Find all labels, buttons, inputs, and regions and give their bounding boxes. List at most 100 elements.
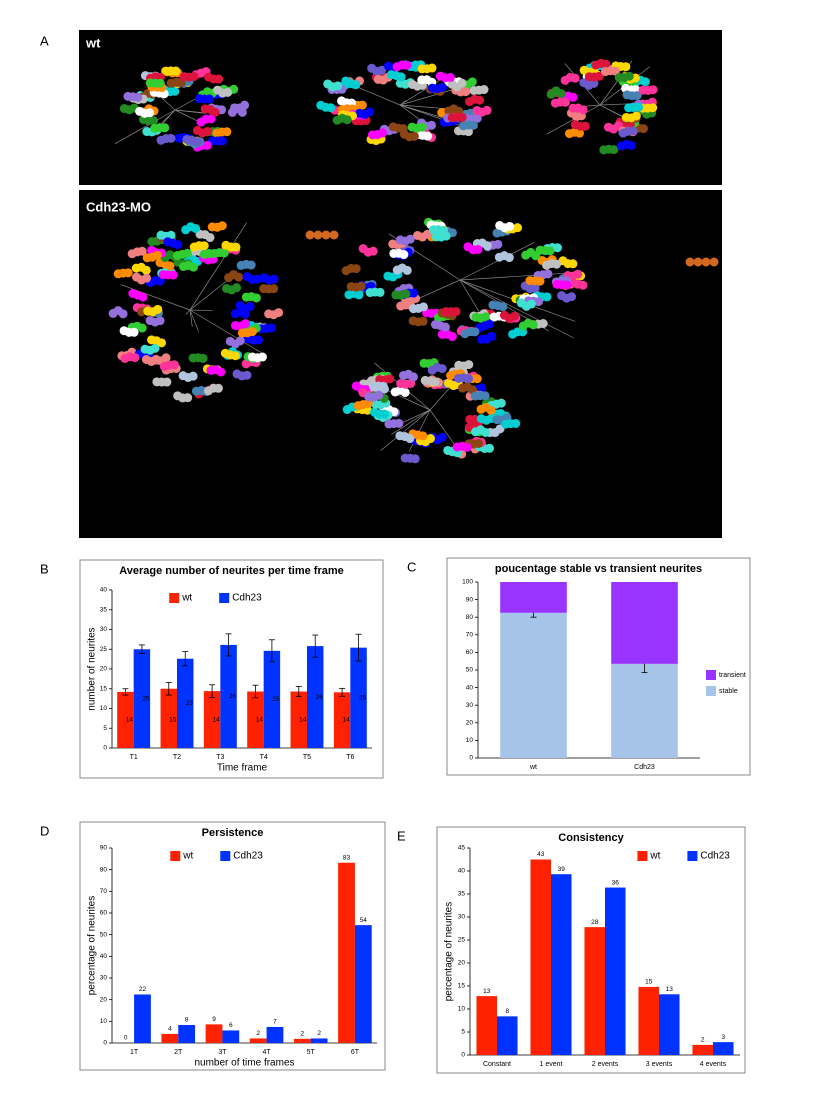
bar — [249, 1038, 267, 1043]
soma-bead — [169, 360, 179, 370]
soma-bead — [430, 377, 440, 387]
y-tick-label: 40 — [100, 953, 108, 960]
soma-bead — [504, 253, 514, 263]
value-label: 23 — [186, 700, 194, 707]
soma-bead — [326, 103, 336, 113]
y-tick-label: 35 — [458, 891, 466, 898]
soma-bead — [580, 121, 590, 131]
soma-bead — [427, 63, 437, 73]
y-tick-label: 90 — [100, 845, 108, 852]
soma-bead — [252, 274, 262, 284]
x-tick-label: Constant — [483, 1061, 511, 1068]
soma-bead — [528, 320, 538, 330]
x-tick-label: 3T — [218, 1049, 227, 1056]
soma-bead — [526, 299, 536, 309]
legend-label: stable — [719, 688, 738, 695]
soma-bead — [418, 431, 428, 441]
x-tick-label: T1 — [130, 754, 138, 761]
soma-bead — [321, 230, 331, 240]
soma-bead — [380, 409, 390, 419]
soma-bead — [609, 145, 619, 155]
y-tick-label: 25 — [100, 646, 108, 653]
value-label: 0 — [124, 1035, 128, 1042]
soma-bead — [457, 78, 467, 88]
soma-bead — [402, 60, 412, 70]
soma-bead — [631, 111, 641, 121]
legend-swatch — [170, 851, 181, 861]
chart-title: Average number of neurites per time fram… — [119, 565, 344, 577]
y-axis-label: number of neurites — [87, 627, 98, 710]
value-label: 25 — [272, 696, 280, 703]
legend-swatch — [169, 593, 180, 603]
soma-bead — [509, 311, 519, 321]
soma-bead — [210, 107, 220, 117]
soma-bead — [130, 353, 140, 363]
y-tick-label: 5 — [103, 725, 107, 732]
y-tick-label: 0 — [469, 755, 473, 762]
soma-bead — [477, 383, 487, 393]
soma-bead — [538, 319, 548, 329]
x-tick-label: T2 — [173, 754, 181, 761]
neurite — [399, 104, 424, 123]
soma-bead — [374, 390, 384, 400]
bar — [177, 658, 194, 748]
bar — [293, 1038, 311, 1043]
soma-bead — [188, 371, 198, 381]
soma-bead — [601, 59, 611, 69]
soma-bead — [329, 230, 339, 240]
y-tick-label: 0 — [103, 745, 107, 752]
soma-bead — [199, 241, 209, 251]
bar — [605, 887, 626, 1055]
neurite — [459, 279, 483, 318]
soma-bead — [165, 261, 175, 271]
soma-bead — [141, 265, 151, 275]
soma-bead — [475, 95, 485, 105]
neurite — [174, 109, 198, 122]
neurite — [419, 279, 461, 299]
soma-bead — [402, 265, 412, 275]
soma-bead — [219, 248, 229, 258]
soma-bead — [626, 140, 636, 150]
value-label: 28 — [591, 919, 599, 926]
soma-bead — [230, 351, 240, 361]
soma-bead — [377, 65, 387, 75]
bar — [659, 994, 680, 1055]
bar — [497, 1016, 518, 1055]
panel-letter: A — [40, 33, 49, 48]
soma-bead — [480, 391, 490, 401]
soma-bead — [170, 86, 180, 96]
soma-bead — [145, 108, 155, 118]
legend-swatch — [220, 851, 231, 861]
soma-bead — [137, 246, 147, 256]
soma-bead — [632, 91, 642, 101]
soma-bead — [274, 308, 284, 318]
soma-bead — [202, 140, 212, 150]
soma-bead — [409, 288, 419, 298]
neurite — [459, 279, 574, 339]
bar — [117, 691, 134, 748]
soma-bead — [437, 364, 447, 374]
soma-bead — [470, 327, 480, 337]
y-tick-label: 20 — [466, 720, 474, 727]
bar — [584, 927, 605, 1055]
soma-bead — [451, 307, 461, 317]
bar — [134, 994, 151, 1043]
neurite — [185, 309, 191, 315]
y-tick-label: 20 — [100, 996, 108, 1003]
bar — [530, 859, 551, 1055]
soma-bead — [232, 283, 242, 293]
value-label: 2 — [701, 1037, 705, 1044]
soma-bead — [223, 87, 233, 97]
soma-bead — [206, 114, 216, 124]
soma-bead — [247, 327, 257, 337]
soma-bead — [570, 73, 580, 83]
soma-bead — [148, 116, 158, 126]
soma-bead — [354, 290, 364, 300]
soma-bead — [162, 377, 172, 387]
neurite — [159, 109, 176, 127]
soma-bead — [484, 319, 494, 329]
soma-bead — [152, 250, 162, 260]
neurite — [189, 280, 227, 311]
y-tick-label: 80 — [100, 866, 108, 873]
x-tick-label: Cdh23 — [634, 764, 655, 771]
